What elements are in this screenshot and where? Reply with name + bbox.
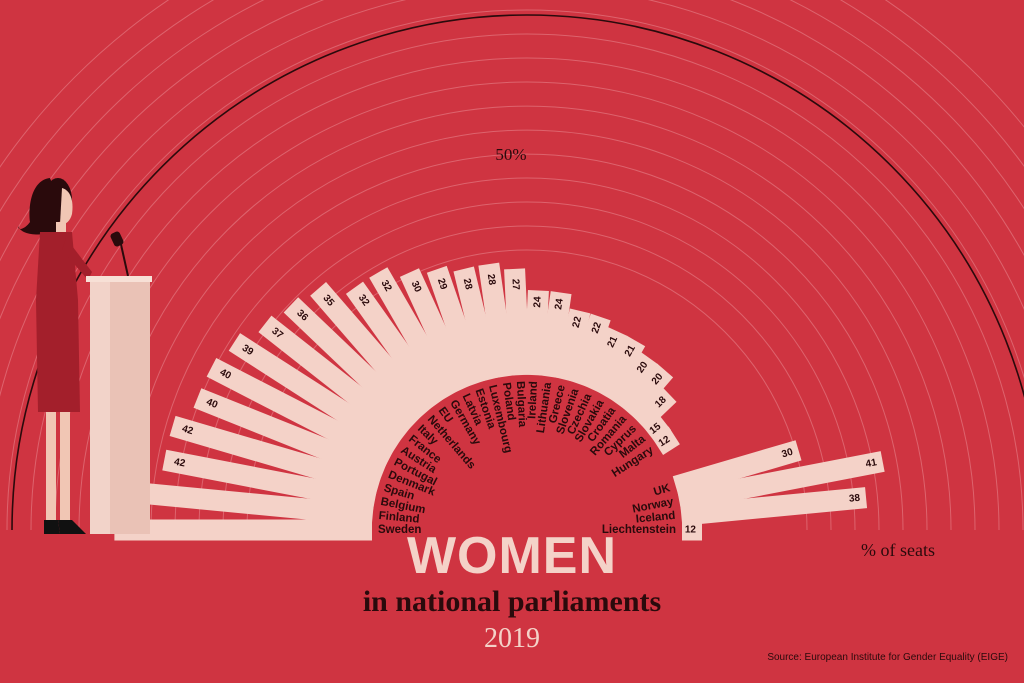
reference-label: 50%	[495, 145, 526, 164]
unit-label: % of seats	[861, 540, 935, 560]
category-label: Poland	[500, 382, 517, 422]
chart-year: 2019	[484, 623, 540, 654]
value-label: 30	[409, 279, 424, 294]
guide-ring	[102, 105, 952, 531]
value-label: 28	[461, 277, 474, 291]
bar-rect	[206, 357, 395, 469]
bar-rect	[228, 333, 403, 456]
bar-rect	[672, 440, 802, 497]
bar-uk: 30 UK	[652, 440, 802, 498]
guide-ring	[150, 153, 904, 531]
bar-rect	[114, 519, 372, 541]
bar-group: 48Sweden47Finland42Belgium42Spain40Denma…	[114, 262, 885, 541]
category-label: Iceland	[635, 510, 676, 526]
value-label: 21	[606, 334, 621, 349]
value-label: 21	[623, 343, 638, 359]
bar-rect	[680, 487, 868, 526]
bar-rect	[595, 335, 646, 402]
value-label: 22	[590, 320, 604, 335]
bar-rect	[399, 268, 473, 394]
value-label: 27	[510, 279, 522, 291]
category-label: Bulgaria	[514, 381, 528, 428]
bar-rect	[169, 415, 382, 497]
bar-rect	[608, 352, 658, 410]
bar-sweden: 48Sweden	[114, 519, 421, 541]
value-label: 42	[173, 457, 186, 470]
bar-rect	[553, 308, 591, 382]
bar-rect	[369, 267, 459, 402]
value-label: 38	[848, 493, 861, 505]
bar-rect	[682, 519, 702, 541]
bar-rect	[478, 262, 516, 379]
value-label: 24	[532, 296, 544, 308]
bar-rect	[538, 291, 572, 379]
bar-rect	[651, 426, 680, 456]
bar-iceland: 38 Iceland	[635, 487, 868, 526]
bar-liechtenstein: 12 Liechtenstein	[602, 519, 702, 541]
category-label: Ireland	[526, 381, 540, 419]
bar-rect	[567, 313, 611, 387]
bar-rect	[504, 268, 531, 376]
source-note: Source: European Institute for Gender Eq…	[767, 652, 1008, 663]
value-label: 30	[781, 447, 795, 461]
value-label: 40	[218, 367, 233, 382]
category-label: Finland	[378, 510, 420, 526]
woman-speaker-at-podium-icon	[18, 178, 152, 534]
value-label: 22	[571, 315, 584, 329]
value-label: 28	[485, 273, 498, 286]
category-label: Sweden	[378, 524, 421, 536]
chart-title: WOMEN	[406, 527, 618, 585]
bar-rect	[581, 327, 628, 394]
value-label: 40	[205, 397, 220, 412]
bar-rect	[162, 449, 377, 511]
bar-rect	[677, 451, 885, 511]
category-label: UK	[652, 482, 672, 498]
value-label: 42	[181, 423, 195, 437]
bar-rect	[258, 315, 412, 443]
value-label: 24	[553, 297, 566, 310]
guide-ring	[0, 0, 1024, 320]
value-label: 29	[435, 277, 449, 292]
category-label: Liechtenstein	[602, 524, 676, 536]
chart-subtitle: in national parliaments	[362, 585, 662, 618]
bar-bulgaria: 27 Bulgaria	[504, 268, 531, 428]
value-label: 32	[379, 278, 394, 294]
bar-rect	[426, 265, 487, 387]
bar-rect	[122, 481, 374, 526]
bar-rect	[620, 363, 674, 420]
bar-rect	[345, 281, 446, 410]
value-label: 41	[865, 457, 878, 470]
value-label: 12	[685, 525, 697, 536]
bar-rect	[453, 266, 501, 382]
guide-ring	[0, 0, 1024, 262]
bar-poland: 28 Poland	[478, 262, 517, 422]
bar-rect	[193, 388, 388, 483]
guide-ring	[126, 129, 928, 531]
bar-rect	[283, 297, 423, 431]
bar-rect	[310, 282, 434, 420]
bar-rect	[631, 386, 677, 431]
